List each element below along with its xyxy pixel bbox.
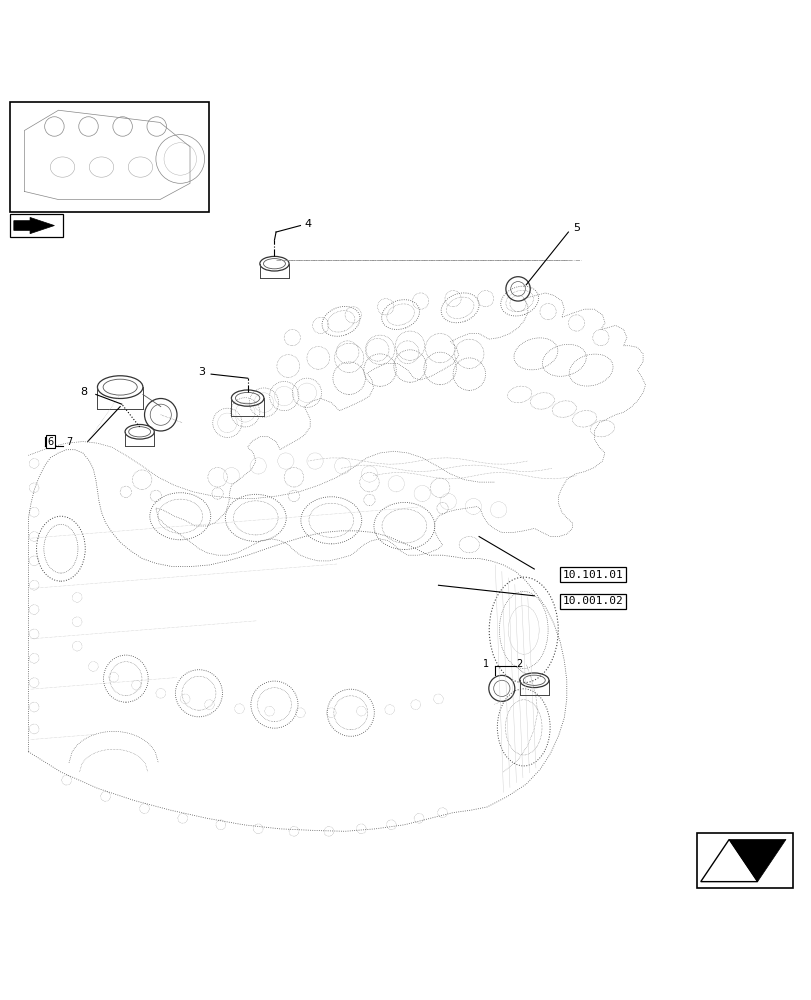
Text: 3: 3 — [198, 367, 205, 377]
Text: 10.001.02: 10.001.02 — [562, 596, 622, 606]
Bar — [10, 214, 62, 237]
Text: 8: 8 — [80, 387, 88, 397]
Polygon shape — [728, 839, 785, 882]
Bar — [696, 833, 792, 888]
Text: 4: 4 — [304, 219, 311, 229]
Text: 2: 2 — [516, 659, 522, 669]
Text: 5: 5 — [573, 223, 580, 233]
Text: 6: 6 — [47, 437, 54, 447]
Polygon shape — [14, 217, 54, 234]
Text: 1: 1 — [482, 659, 488, 669]
Text: 7: 7 — [66, 437, 72, 447]
Text: 10.101.01: 10.101.01 — [562, 570, 622, 580]
Bar — [10, 102, 208, 212]
